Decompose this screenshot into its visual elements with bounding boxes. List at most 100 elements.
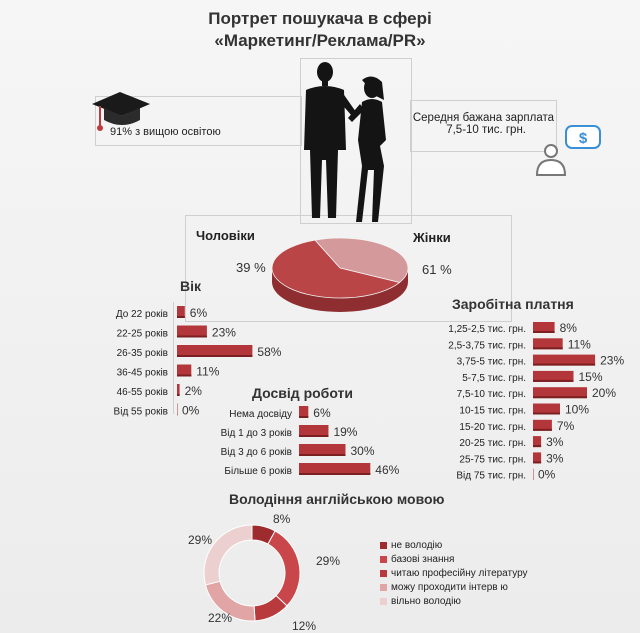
age-bar-shade <box>177 394 180 396</box>
experience-bar <box>299 463 371 475</box>
age-value-label: 2% <box>185 384 203 398</box>
legend-swatch <box>380 569 387 577</box>
experience-value-label: 6% <box>313 406 331 420</box>
english-title: Володіння англійською мовою <box>229 491 445 507</box>
right-frame <box>410 100 557 152</box>
experience-bar <box>299 425 329 437</box>
experience-value-label: 19% <box>333 425 357 439</box>
english-donut-segment <box>251 524 276 545</box>
age-bar <box>177 345 253 357</box>
salary-category-label: 20-25 тис. грн. <box>459 438 526 449</box>
salary-value-label: 15% <box>579 370 603 384</box>
salary-bar-shade <box>533 331 555 333</box>
legend-label: базові знання <box>391 553 455 565</box>
salary-value-label: 3% <box>546 435 564 449</box>
left-frame <box>95 96 302 146</box>
age-bracket <box>173 302 174 414</box>
svg-text:$: $ <box>579 130 588 147</box>
salary-bar-shade <box>533 347 563 350</box>
english-value-label: 8% <box>273 512 291 526</box>
age-value-label: 11% <box>196 365 219 379</box>
english-donut-segment <box>253 594 288 622</box>
age-bar-shade <box>177 355 253 357</box>
age-category-label: 22-25 років <box>117 329 168 340</box>
salary-bar <box>533 387 587 399</box>
age-bar <box>177 364 192 377</box>
salary-bar-shade <box>533 412 560 415</box>
salary-bar-shade <box>533 379 574 382</box>
salary-bar-shade <box>533 428 552 431</box>
salary-value-label: 8% <box>560 321 578 335</box>
salary-category-label: 3,75-5 тис. грн. <box>457 357 526 368</box>
salary-bar-shade <box>533 363 596 366</box>
salary-category-label: Від 75 тис. грн. <box>456 471 526 482</box>
salary-bar <box>533 338 563 350</box>
upper-frame <box>300 58 412 129</box>
english-value-label: 29% <box>188 533 212 547</box>
experience-value-label: 30% <box>351 444 375 458</box>
english-legend: не володію базові знання читаю професійну … <box>380 538 528 608</box>
age-value-label: 58% <box>257 345 281 359</box>
legend-swatch <box>380 583 387 591</box>
salary-bar <box>533 354 596 366</box>
experience-bar-shade <box>299 435 329 437</box>
salary-value-label: 23% <box>600 354 624 368</box>
english-value-label: 22% <box>208 611 232 625</box>
legend-item: базові знання <box>380 552 528 566</box>
experience-bar-shade <box>299 454 346 456</box>
salary-category-label: 2,5-3,75 тис. грн. <box>448 340 526 351</box>
education-text: 91% з вищою освітою <box>110 126 221 138</box>
salary-value-label: 10% <box>565 403 589 417</box>
salary-category-label: 25-75 тис. грн. <box>459 454 526 465</box>
age-bar-shade <box>177 374 192 377</box>
legend-item: читаю професійну літературу <box>380 566 528 580</box>
legend-label: можу проходити інтерв ю <box>391 581 508 593</box>
women-label: Жінки <box>413 230 451 245</box>
experience-bar <box>299 444 346 456</box>
salary-category-label: 10-15 тис. грн. <box>459 406 526 417</box>
salary-value-label: 20% <box>592 386 616 400</box>
legend-swatch <box>380 541 387 549</box>
gender-frame <box>185 215 512 322</box>
legend-label: читаю професійну літературу <box>391 567 528 579</box>
age-value-label: 23% <box>212 326 236 340</box>
age-category-label: 26-35 років <box>117 348 168 359</box>
age-value-label: 0% <box>182 404 200 418</box>
title-line-1: Портрет пошукача в сфері <box>208 9 432 28</box>
men-label: Чоловіки <box>196 228 255 243</box>
legend-label: вільно володію <box>391 595 461 607</box>
age-bar <box>177 306 185 318</box>
legend-item: можу проходити інтерв ю <box>380 580 528 594</box>
experience-bar-shade <box>299 416 309 418</box>
salary-bar-shade <box>533 396 587 399</box>
legend-swatch <box>380 555 387 563</box>
salary-category-label: 7,5-10 тис. грн. <box>457 389 526 400</box>
experience-bar <box>299 406 309 418</box>
age-bar <box>177 403 178 416</box>
salary-wish-line-2: 7,5-10 тис. грн. <box>446 124 526 136</box>
experience-category-label: Нема досвіду <box>229 409 292 420</box>
salary-bar-shade <box>533 445 542 448</box>
salary-bar <box>533 419 552 431</box>
salary-bar-shade <box>533 461 542 464</box>
age-title: Вік <box>180 278 202 294</box>
english-value-label: 12% <box>292 619 316 633</box>
age-category-label: 36-45 років <box>117 368 168 379</box>
legend-item: не володію <box>380 538 528 552</box>
experience-value-label: 46% <box>375 463 399 477</box>
english-donut-segment <box>203 524 253 586</box>
age-category-label: 46-55 років <box>117 387 168 398</box>
middle-frame <box>300 128 412 224</box>
salary-category-label: 15-20 тис. грн. <box>459 422 526 433</box>
title-line-2: «Маркетинг/Реклама/PR» <box>214 31 426 50</box>
age-bar-shade <box>177 335 207 338</box>
salary-wish-label: Середня бажана зарплата 7,5-10 тис. грн. <box>404 112 554 136</box>
experience-bar-shade <box>299 473 371 475</box>
age-bar-shade <box>177 413 178 416</box>
experience-category-label: Від 1 до 3 років <box>221 428 292 439</box>
salary-bar-shade <box>533 477 534 480</box>
salary-bar <box>533 436 542 448</box>
age-bar-shade <box>177 316 185 318</box>
english-value-label: 29% <box>316 554 340 568</box>
salary-value-label: 3% <box>546 451 564 465</box>
